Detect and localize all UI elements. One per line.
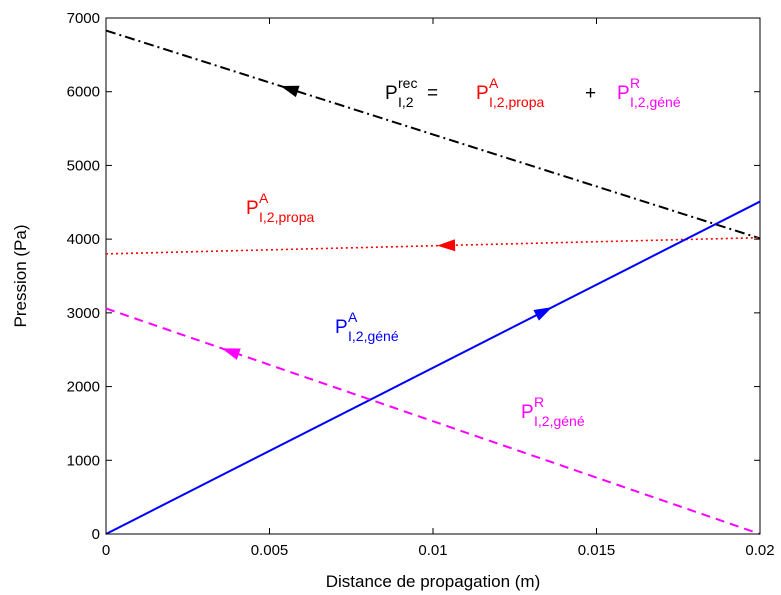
annotation-sub: I,2,géné (630, 94, 681, 110)
y-tick-label: 6000 (67, 84, 100, 101)
plot-frame (105, 17, 761, 535)
annotation-main: P (246, 198, 259, 219)
annotation-eq_propa: P A I,2,propa (476, 75, 544, 110)
annotation-sup: R (630, 75, 640, 91)
x-tick-label: 0.02 (745, 542, 774, 559)
annotation-sub: I,2,géné (534, 413, 585, 429)
plot-area (105, 17, 761, 535)
series-layer (105, 29, 761, 535)
series-arrow-gene_A (533, 307, 553, 321)
series-arrow-gene_R (221, 348, 241, 360)
y-axis-label: Pression (Pa) (11, 225, 30, 328)
annotation-sup: A (348, 309, 358, 325)
x-tick-label: 0.015 (578, 542, 616, 559)
y-tick-label: 7000 (67, 10, 100, 27)
x-tick-label: 0.01 (418, 542, 447, 559)
y-tick-label: 1000 (67, 452, 100, 469)
annotation-sub: I,2 (398, 94, 414, 110)
x-axis-label: Distance de propagation (m) (326, 572, 541, 591)
annotation-eq_gene: P R I,2,géné (617, 75, 681, 110)
y-tick-label: 3000 (67, 305, 100, 322)
ticks-layer: 0 0.005 0.01 0.015 0.02 0 1000 2000 3000 4000 5000… (67, 10, 775, 559)
annotation-sup: rec (398, 75, 417, 91)
series-arrow-propa (437, 239, 456, 252)
annotation-sub: I,2,propa (489, 94, 544, 110)
x-tick-label: 0 (102, 542, 110, 559)
series-line-rec (105, 29, 761, 240)
annotation-sup: A (259, 190, 269, 206)
annotation-main: P (476, 83, 489, 104)
annotation-label_gene_A: P A I,2,géné (335, 309, 399, 344)
series-line-propa (105, 236, 761, 255)
annotation-eq_equals: = (427, 83, 438, 104)
y-tick-label: 5000 (67, 157, 100, 174)
y-tick-label: 4000 (67, 231, 100, 248)
x-tick-label: 0.005 (251, 542, 289, 559)
series-line-gene_R (105, 307, 761, 535)
annotation-label_gene_R: P R I,2,géné (521, 394, 585, 429)
annotation-main: P (617, 83, 630, 104)
annotation-sub: I,2,géné (348, 328, 399, 344)
y-tick-label: 2000 (67, 379, 100, 396)
annotation-eq_plus: + (585, 83, 596, 104)
y-tick-label: 0 (92, 526, 100, 543)
annotation-main: P (521, 402, 534, 423)
annotation-main: P (385, 83, 398, 104)
annotation-sub: I,2,propa (259, 209, 314, 225)
annotation-label_propa: P A I,2,propa (246, 190, 314, 225)
annotation-main: P (335, 317, 348, 338)
series-arrow-rec (280, 85, 300, 98)
annotation-sup: R (534, 394, 544, 410)
series-line-gene_A (105, 200, 761, 535)
annotation-sup: A (489, 75, 499, 91)
